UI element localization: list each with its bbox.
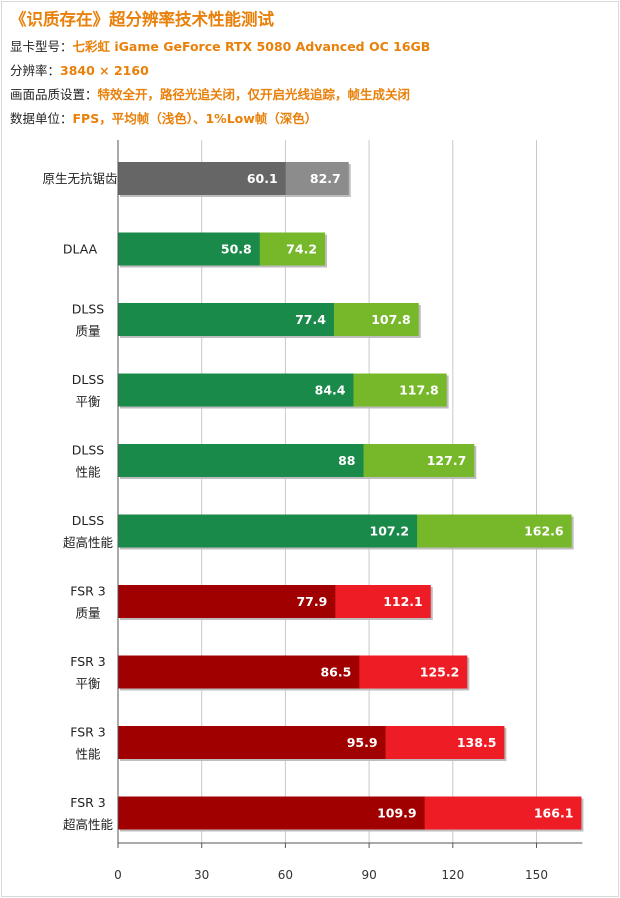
bar-avg-label: 107.8 (371, 312, 411, 327)
bar-low (118, 796, 425, 830)
category-label: 原生无抗锯齿 (42, 171, 117, 186)
bar-group: 60.1 82.7 原生无抗锯齿 (42, 162, 351, 197)
bar-low-label: 107.2 (370, 524, 410, 539)
bar-group: 107.2 162.6 DLSS 超高性能 (63, 513, 574, 550)
bar-group: 86.5 125.2 FSR 3 平衡 (70, 654, 470, 691)
category-sublabel: 超高性能 (63, 817, 114, 832)
category-label: DLSS (72, 372, 105, 387)
bar-avg-label: 117.8 (399, 383, 439, 398)
bar-low (118, 726, 386, 759)
x-tick-label: 0 (114, 868, 122, 882)
bar-low (118, 444, 364, 477)
bar-low-label: 77.4 (295, 312, 326, 327)
category-label: FSR 3 (70, 795, 106, 810)
gpu-line: 显卡型号：七彩虹 iGame GeForce RTX 5080 Advanced… (10, 36, 430, 55)
bar-low-label: 88 (338, 453, 355, 468)
category-label: DLSS (72, 302, 105, 317)
unit-value: FPS，平均帧（浅色）、1%Low帧（深色） (72, 111, 318, 126)
category-label: DLSS (72, 443, 105, 458)
category-label: DLSS (72, 513, 105, 528)
x-tick-label: 120 (441, 868, 464, 882)
bar-avg-label: 127.7 (427, 453, 467, 468)
category-sublabel: 平衡 (75, 394, 100, 409)
bar-avg-label: 125.2 (420, 665, 460, 680)
category-sublabel: 质量 (75, 324, 100, 339)
category-label: DLAA (63, 242, 98, 257)
unit-label: 数据单位： (10, 111, 73, 126)
bar-low-label: 84.4 (315, 383, 346, 398)
bar-group: 77.4 107.8 DLSS 质量 (72, 302, 421, 339)
resolution-line: 分辨率：3840 × 2160 (10, 60, 149, 79)
category-sublabel: 性能 (75, 747, 101, 762)
chart-title: 《识质存在》超分辨率技术性能测试 (10, 10, 274, 29)
category-sublabel: 质量 (75, 606, 100, 621)
bar-low-label: 95.9 (347, 735, 378, 750)
category-label: FSR 3 (70, 654, 106, 669)
resolution-label: 分辨率： (10, 63, 61, 78)
gpu-value: 七彩虹 iGame GeForce RTX 5080 Advanced OC 1… (72, 39, 431, 54)
category-label: FSR 3 (70, 725, 106, 740)
bar-low (118, 303, 334, 336)
bar-group: 88 127.7 DLSS 性能 (72, 443, 477, 480)
bar-low-label: 50.8 (221, 242, 252, 257)
bar-low (118, 655, 360, 689)
x-tick-label: 60 (278, 868, 293, 882)
bar-low-label: 60.1 (247, 171, 278, 186)
bar-avg-label: 82.7 (310, 171, 341, 186)
bar-group: 109.9 166.1 FSR 3 超高性能 (63, 795, 584, 832)
quality-line: 画面品质设置：特效全开，路径光追关闭，仅开启光线追踪，帧生成关闭 (10, 84, 410, 103)
bar-group: 50.8 74.2 DLAA (63, 232, 328, 268)
bar-avg-label: 112.1 (383, 594, 423, 609)
bar-group: 84.4 117.8 DLSS 平衡 (72, 372, 449, 409)
quality-label: 画面品质设置： (10, 87, 98, 102)
bar-low (118, 514, 418, 548)
bar-low-label: 77.9 (296, 594, 327, 609)
bar-low-label: 109.9 (377, 806, 417, 821)
bar-low (118, 162, 286, 195)
x-tick-label: 30 (194, 868, 209, 882)
bar-avg-label: 166.1 (534, 806, 574, 821)
bar-low-label: 86.5 (320, 665, 351, 680)
unit-line: 数据单位：FPS，平均帧（浅色）、1%Low帧（深色） (10, 108, 317, 127)
bar-group: 77.9 112.1 FSR 3 质量 (70, 584, 433, 621)
bar-avg-label: 162.6 (524, 524, 564, 539)
category-sublabel: 平衡 (75, 676, 100, 691)
bar-low (118, 232, 260, 266)
bar-group: 95.9 138.5 FSR 3 性能 (70, 725, 507, 762)
resolution-value: 3840 × 2160 (60, 63, 149, 78)
quality-value: 特效全开，路径光追关闭，仅开启光线追踪，帧生成关闭 (97, 87, 411, 102)
bar-avg-label: 138.5 (457, 735, 497, 750)
bar-low (118, 585, 336, 618)
bar-low (118, 373, 354, 407)
bar-avg-label: 74.2 (286, 242, 317, 257)
category-sublabel: 超高性能 (63, 535, 114, 550)
category-label: FSR 3 (70, 584, 106, 599)
x-tick-label: 150 (525, 868, 548, 882)
category-sublabel: 性能 (75, 465, 101, 480)
x-tick-label: 90 (361, 868, 376, 882)
gpu-label: 显卡型号： (10, 39, 73, 54)
